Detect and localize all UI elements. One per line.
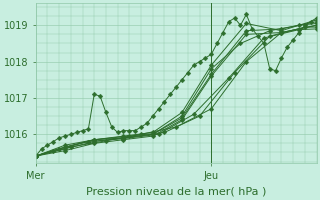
X-axis label: Pression niveau de la mer( hPa ): Pression niveau de la mer( hPa ) [86,187,266,197]
